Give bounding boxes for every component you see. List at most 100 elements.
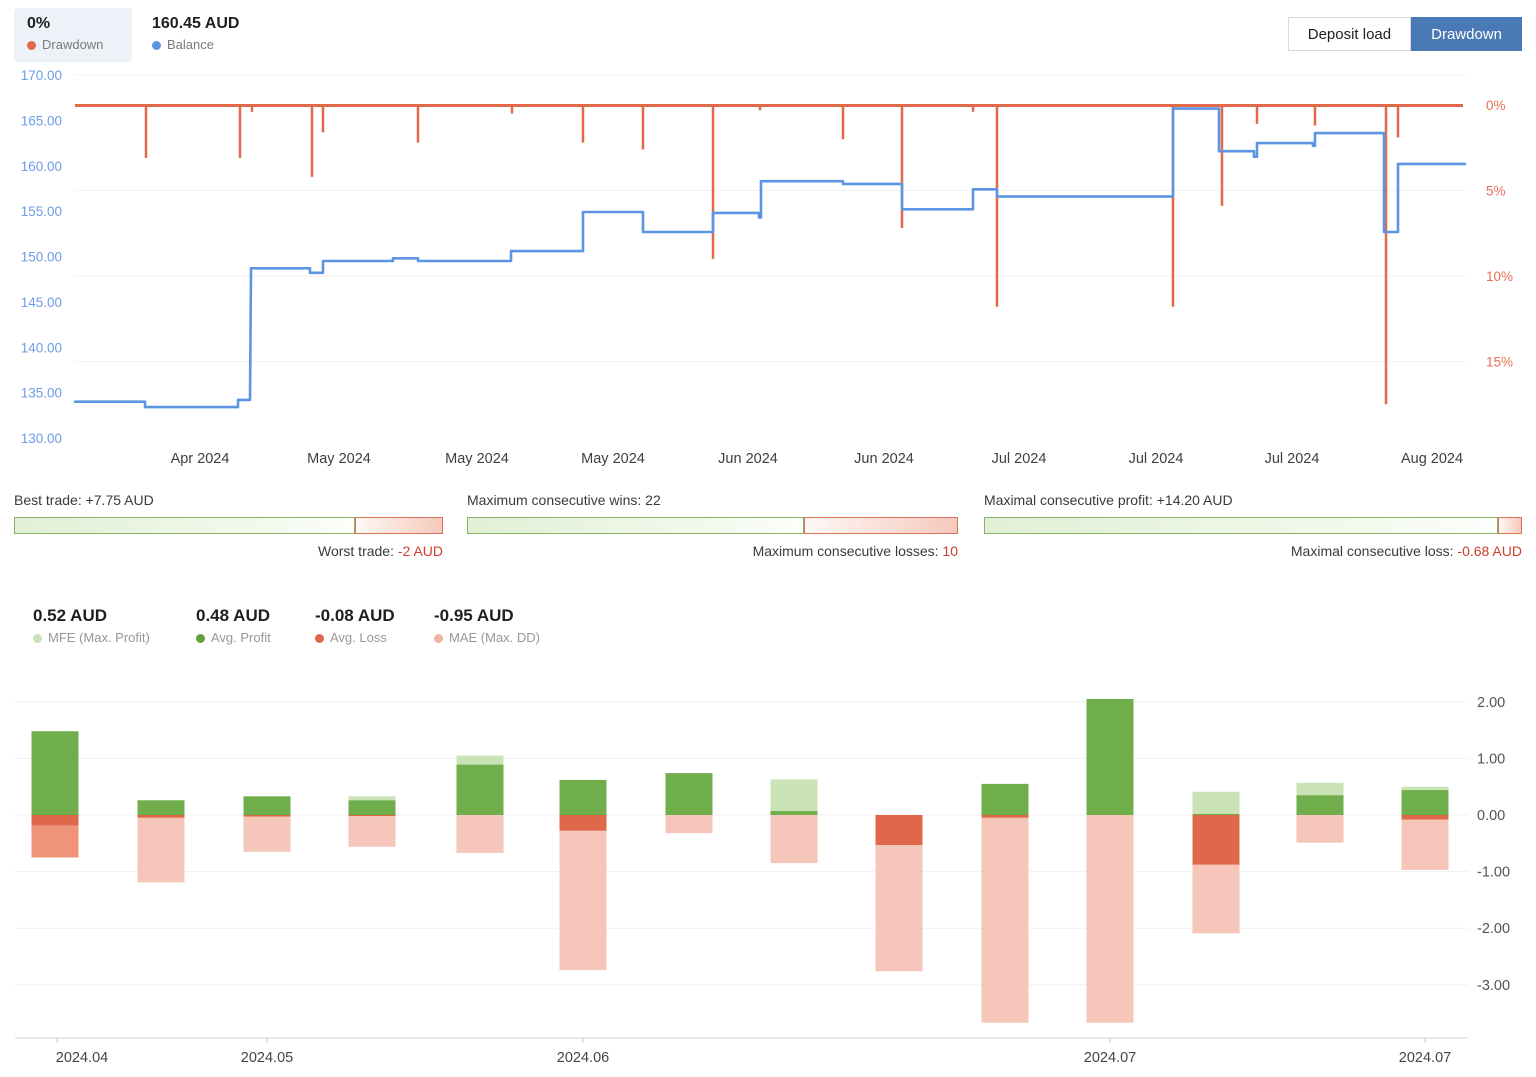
stat-bar-green-segment <box>984 517 1498 534</box>
mae-segment <box>1192 864 1240 934</box>
worst-trade-label: Worst trade: <box>317 543 394 559</box>
best-trade-label: Best trade: +7.75 AUD <box>14 492 154 508</box>
svg-text:May 2024: May 2024 <box>581 451 645 467</box>
mae-segment <box>31 825 79 858</box>
svg-text:5%: 5% <box>1486 184 1506 199</box>
mae-segment <box>348 816 396 847</box>
svg-text:-3.00: -3.00 <box>1477 978 1510 994</box>
svg-text:2024.07: 2024.07 <box>1084 1050 1136 1066</box>
deposit-load-button[interactable]: Deposit load <box>1287 17 1412 51</box>
legend-item-avg-profit: 0.48 AUD Avg. Profit <box>196 606 271 645</box>
avg-profit-segment <box>243 796 291 815</box>
mae-segment <box>770 815 818 864</box>
svg-text:1.00: 1.00 <box>1477 751 1505 767</box>
chart-mode-switch: Deposit load Drawdown <box>1287 17 1522 51</box>
mae-segment <box>981 817 1029 1023</box>
svg-text:Apr 2024: Apr 2024 <box>171 451 230 467</box>
bar <box>875 815 923 972</box>
drawdown-dot-icon <box>27 41 36 50</box>
avg-profit-segment <box>348 800 396 815</box>
svg-text:Jun 2024: Jun 2024 <box>854 451 914 467</box>
avg-profit-segment <box>137 800 185 815</box>
avg-loss-segment <box>348 815 396 817</box>
mfe-segment <box>770 779 818 812</box>
stat-bar-green-segment <box>467 517 805 534</box>
legend-item-avg-loss: -0.08 AUD Avg. Loss <box>315 606 395 645</box>
drawdown-button[interactable]: Drawdown <box>1411 17 1522 51</box>
right-axis-labels: 0% 5% 10% 15% <box>1486 98 1513 370</box>
max-consecutive-losses-label: Maximum consecutive losses: <box>752 543 939 559</box>
svg-text:160.00: 160.00 <box>21 159 62 174</box>
avg-profit-segment <box>1296 795 1344 815</box>
avg-loss-segment <box>981 815 1029 818</box>
avg-loss-segment <box>875 815 923 845</box>
avg-loss-segment <box>1192 815 1240 865</box>
svg-text:2024.04: 2024.04 <box>56 1050 108 1066</box>
mae-segment <box>243 816 291 852</box>
balance-dot-icon <box>152 41 161 50</box>
avg-profit-segment <box>1401 790 1449 815</box>
svg-text:2024.07: 2024.07 <box>1399 1050 1451 1066</box>
avg-loss-value: -0.08 AUD <box>315 606 395 625</box>
mae-dot-icon <box>434 634 443 643</box>
mae-segment <box>875 844 923 972</box>
bar <box>1192 791 1240 934</box>
avg-profit-label: Avg. Profit <box>211 630 271 645</box>
svg-text:-1.00: -1.00 <box>1477 865 1510 881</box>
mae-label: MAE (Max. DD) <box>449 630 540 645</box>
bar <box>1401 786 1449 870</box>
balance-legend-label: Balance <box>167 37 214 52</box>
bar <box>981 783 1029 1023</box>
avg-profit-segment <box>559 779 607 815</box>
legend-item-mfe: 0.52 AUD MFE (Max. Profit) <box>33 606 150 645</box>
bar <box>456 755 504 853</box>
drawdown-legend-box: 0% Drawdown <box>14 8 132 62</box>
right-axis-labels: 2.00 1.00 0.00 -1.00 -2.00 -3.00 <box>1477 695 1510 994</box>
svg-text:Jul 2024: Jul 2024 <box>1265 451 1320 467</box>
avg-profit-segment <box>770 811 818 815</box>
stat-consecutive-profit-loss: Maximal consecutive profit: +14.20 AUD M… <box>984 492 1522 559</box>
avg-profit-segment <box>1086 698 1134 815</box>
balance-legend-box: 160.45 AUD Balance <box>152 14 239 52</box>
mfe-value: 0.52 AUD <box>33 606 108 625</box>
svg-text:145.00: 145.00 <box>21 295 62 310</box>
maximal-consecutive-loss-label: Maximal consecutive loss: <box>1290 543 1454 559</box>
avg-loss-segment <box>137 815 185 818</box>
mae-segment <box>137 817 185 883</box>
x-axis-ticks <box>56 1038 1426 1043</box>
best-worst-trade-bar <box>14 517 443 534</box>
balance-value: 160.45 AUD <box>152 15 240 32</box>
svg-text:-2.00: -2.00 <box>1477 921 1510 937</box>
stat-bar-red-segment <box>1497 517 1522 534</box>
mae-segment <box>456 815 504 853</box>
svg-text:130.00: 130.00 <box>21 431 62 446</box>
avg-profit-value: 0.48 AUD <box>196 606 271 625</box>
avg-loss-segment <box>243 815 291 817</box>
svg-text:Jul 2024: Jul 2024 <box>1129 451 1184 467</box>
bar <box>137 800 185 883</box>
bars-group <box>31 698 1449 1023</box>
stat-bar-red-segment <box>804 517 958 534</box>
mfe-segment <box>1192 791 1240 814</box>
mae-segment <box>1401 819 1449 870</box>
avg-loss-dot-icon <box>315 634 324 643</box>
svg-text:170.00: 170.00 <box>21 68 62 83</box>
mae-segment <box>1296 815 1344 843</box>
grid <box>15 701 1468 986</box>
avg-profit-segment <box>31 731 79 815</box>
mae-segment <box>559 830 607 971</box>
stat-consecutive-wins-losses: Maximum consecutive wins: 22 Maximum con… <box>467 492 958 559</box>
svg-text:10%: 10% <box>1486 269 1513 284</box>
svg-text:Jul 2024: Jul 2024 <box>992 451 1047 467</box>
bar <box>1086 698 1134 1023</box>
mae-segment <box>665 815 713 834</box>
drawdown-spikes <box>144 106 1400 405</box>
bar <box>348 796 396 847</box>
svg-text:2024.06: 2024.06 <box>557 1050 609 1066</box>
grid <box>75 74 1465 362</box>
bar <box>243 796 291 852</box>
svg-text:155.00: 155.00 <box>21 204 62 219</box>
svg-text:Aug 2024: Aug 2024 <box>1401 451 1463 467</box>
